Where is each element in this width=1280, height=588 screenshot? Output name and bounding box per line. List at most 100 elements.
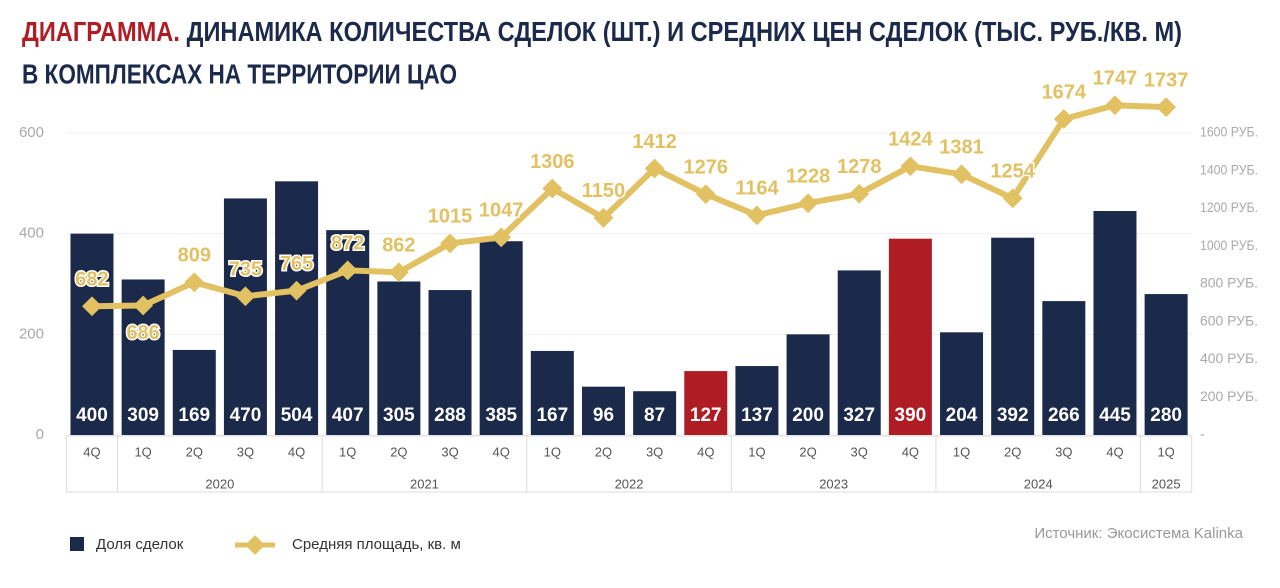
- x-tick-label: 3Q: [646, 444, 663, 459]
- bar-value-label: 327: [843, 405, 875, 426]
- bar-value-label: 504: [281, 405, 313, 426]
- bar-value-label: 200: [792, 405, 824, 426]
- line-value-label: 682: [75, 269, 108, 291]
- year-label: 2024: [1024, 476, 1053, 491]
- x-tick-label: 2Q: [390, 444, 407, 459]
- line-marker: [440, 233, 460, 254]
- y-tick-label: 200: [19, 325, 44, 342]
- legend-swatch: [70, 537, 84, 551]
- x-tick-label: 4Q: [1106, 444, 1123, 459]
- chart-title-line2: В КОМПЛЕКСАХ НА ТЕРРИТОРИИ ЦАО: [22, 58, 457, 89]
- title-prefix: ДИАГРАММА.: [22, 16, 180, 47]
- bar-value-label: 445: [1099, 405, 1131, 426]
- line-value-label: 1306: [530, 151, 575, 173]
- line-value-label: 1164: [735, 178, 779, 200]
- line-value-label: 1381: [939, 137, 984, 159]
- line-marker: [235, 286, 256, 307]
- bar-value-label: 204: [946, 405, 978, 426]
- bar: [837, 270, 881, 435]
- line-value-label: 1424: [888, 129, 933, 151]
- bar: [1042, 301, 1086, 435]
- bar-value-label: 266: [1048, 405, 1080, 426]
- x-tick-label: 4Q: [288, 444, 305, 459]
- y2-tick-label: -: [1200, 426, 1205, 442]
- year-label: 2025: [1152, 476, 1181, 491]
- x-tick-label: 1Q: [748, 444, 765, 459]
- line-marker: [1105, 95, 1125, 116]
- line-value-label: 872: [331, 233, 364, 255]
- line-value-label: 1276: [684, 156, 729, 178]
- x-tick-label: 4Q: [493, 444, 510, 459]
- y2-tick-label: 400 РУБ.: [1200, 350, 1258, 366]
- line-marker: [798, 193, 818, 214]
- y-tick-label: 600: [19, 124, 44, 141]
- x-tick-label: 2Q: [1004, 444, 1021, 459]
- x-tick-label: 3Q: [441, 444, 458, 459]
- bar-value-label: 407: [332, 405, 364, 426]
- bar-value-label: 385: [485, 405, 517, 426]
- year-label: 2022: [615, 476, 644, 491]
- bar-value-label: 309: [127, 405, 159, 426]
- bar-value-label: 137: [741, 405, 773, 426]
- y2-tick-label: 1200 РУБ.: [1200, 199, 1258, 215]
- line-value-label: 1412: [632, 131, 677, 153]
- bar: [479, 241, 523, 435]
- bar-value-label: 390: [895, 405, 927, 426]
- line-marker: [951, 164, 972, 185]
- bar: [735, 366, 779, 435]
- y2-tick-label: 1600 РУБ.: [1200, 124, 1258, 140]
- line-value-label: 686: [126, 322, 159, 344]
- bar-value-label: 280: [1150, 405, 1182, 426]
- year-label: 2020: [205, 476, 234, 491]
- line-marker: [82, 296, 102, 317]
- x-tick-label: 4Q: [902, 444, 919, 459]
- bar: [888, 238, 932, 435]
- x-tick-label: 1Q: [134, 444, 151, 459]
- line-marker: [337, 260, 358, 281]
- y2-tick-label: 200 РУБ.: [1200, 388, 1258, 404]
- bar: [684, 371, 728, 435]
- line-value-label: 1254: [990, 161, 1035, 183]
- x-tick-label: 4Q: [83, 444, 100, 459]
- line-value-label: 862: [382, 235, 415, 257]
- y-tick-label: 0: [36, 426, 44, 443]
- chart-title: ДИАГРАММА.ДИНАМИКА КОЛИЧЕСТВА СДЕЛОК (ШТ…: [22, 16, 1182, 47]
- line-value-label: 1047: [479, 200, 524, 222]
- line-value-label: 735: [229, 259, 262, 281]
- line-marker: [1156, 97, 1177, 118]
- line-marker: [695, 184, 716, 205]
- x-tick-label: 2Q: [186, 444, 203, 459]
- line-value-label: 1747: [1093, 68, 1138, 90]
- x-tick-label: 4Q: [697, 444, 714, 459]
- y2-tick-label: 1000 РУБ.: [1200, 237, 1258, 253]
- bar-value-label: 127: [690, 405, 722, 426]
- bar: [991, 237, 1035, 435]
- bar: [786, 334, 830, 435]
- x-tick-label: 1Q: [1157, 444, 1174, 459]
- bar: [70, 233, 114, 435]
- line-value-label: 1015: [428, 206, 473, 228]
- bar-value-label: 96: [593, 405, 614, 426]
- line-marker: [1053, 109, 1074, 129]
- line: [91, 102, 1167, 310]
- legend-label: Средняя площадь, кв. м: [292, 536, 461, 553]
- x-tick-label: 3Q: [237, 444, 254, 459]
- y2-tick-label: 600 РУБ.: [1200, 312, 1258, 328]
- y-tick-label: 400: [19, 225, 44, 242]
- line-marker: [747, 205, 767, 226]
- source: Источник: Экосистема Kalinka: [1034, 525, 1243, 542]
- line-marker: [388, 262, 409, 283]
- y2-tick-label: 1400 РУБ.: [1200, 161, 1258, 177]
- x-tick-label: 3Q: [851, 444, 868, 459]
- line-value-label: 1674: [1042, 81, 1087, 103]
- line-marker: [286, 280, 307, 301]
- bar: [530, 350, 574, 435]
- line-value-label: 809: [178, 245, 211, 267]
- line-marker: [491, 227, 512, 248]
- bar: [223, 198, 267, 435]
- x-tick-label: 1Q: [339, 444, 356, 459]
- line-value-label: 1150: [582, 180, 625, 202]
- legend-label: Доля сделок: [96, 536, 184, 553]
- bar-value-label: 288: [434, 405, 466, 426]
